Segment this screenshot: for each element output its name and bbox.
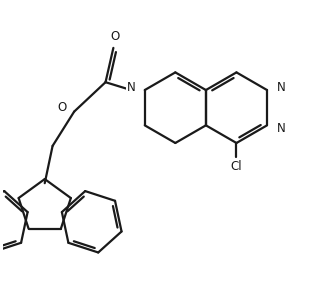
Text: N: N <box>276 81 285 93</box>
Text: N: N <box>127 81 135 93</box>
Text: O: O <box>111 30 120 43</box>
Text: N: N <box>276 122 285 135</box>
Text: Cl: Cl <box>231 160 242 173</box>
Text: O: O <box>58 101 67 114</box>
